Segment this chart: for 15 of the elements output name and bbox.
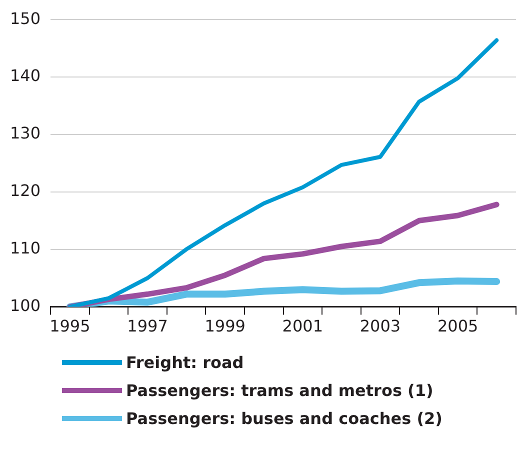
x-tick-label: 2003 bbox=[360, 316, 401, 336]
x-tick-label: 2001 bbox=[282, 316, 324, 336]
legend-label: Passengers: trams and metros (1) bbox=[125, 380, 434, 402]
legend-label: Passengers: buses and coaches (2) bbox=[125, 408, 444, 430]
y-tick-label: 110 bbox=[10, 238, 41, 258]
x-tick-label: 2005 bbox=[437, 316, 478, 336]
y-tick-label: 140 bbox=[10, 66, 41, 86]
y-tick-label: 120 bbox=[10, 181, 41, 200]
y-tick-label: 130 bbox=[10, 124, 41, 143]
x-tick-label: 1997 bbox=[127, 316, 168, 336]
x-tick-label: 1995 bbox=[50, 316, 90, 336]
y-tick-label: 100 bbox=[10, 296, 41, 315]
x-tick-label: 1999 bbox=[204, 316, 246, 336]
y-tick-label: 150 bbox=[10, 8, 41, 28]
legend-label: Freight: road bbox=[125, 352, 245, 374]
